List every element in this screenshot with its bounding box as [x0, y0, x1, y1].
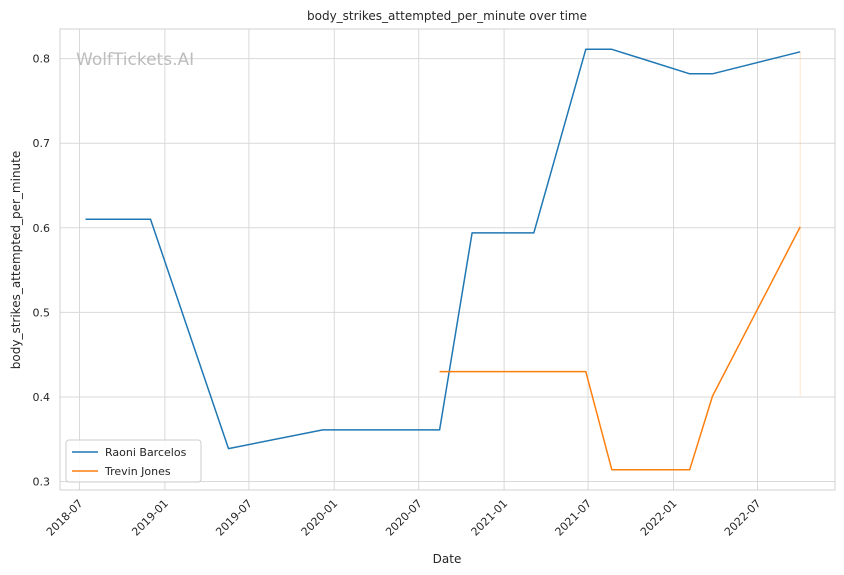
x-tick-label: 2019-01 — [129, 497, 171, 539]
y-tick-label: 0.7 — [33, 137, 51, 150]
y-tick-label: 0.8 — [33, 53, 51, 66]
x-tick-label: 2020-07 — [383, 497, 425, 539]
x-tick-label: 2021-01 — [469, 497, 511, 539]
y-tick-label: 0.5 — [33, 306, 51, 319]
legend-label: Trevin Jones — [104, 465, 171, 478]
y-tick-label: 0.3 — [33, 476, 51, 489]
chart-title: body_strikes_attempted_per_minute over t… — [307, 9, 587, 23]
grid-lines — [60, 29, 835, 490]
legend-label: Raoni Barcelos — [105, 446, 187, 459]
y-tick-label: 0.4 — [33, 391, 51, 404]
series-lines — [85, 48, 801, 471]
x-tick-label: 2021-07 — [553, 497, 595, 539]
y-axis-label: body_strikes_attempted_per_minute — [9, 151, 23, 369]
x-tick-label: 2022-01 — [638, 497, 680, 539]
x-axis-label: Date — [433, 552, 462, 566]
watermark-text: WolfTickets.AI — [76, 50, 194, 70]
series-line-1 — [85, 48, 801, 450]
legend-box — [65, 439, 202, 483]
x-tick-labels: 2018-07 2019-01 2019-07 2020-01 2020-07 2021-… — [44, 497, 764, 539]
x-tick-label: 2018-07 — [44, 497, 86, 539]
y-tick-label: 0.6 — [33, 222, 51, 235]
legend: Raoni Barcelos Trevin Jones — [65, 439, 202, 483]
x-tick-label: 2019-07 — [213, 497, 255, 539]
x-tick-label: 2022-07 — [722, 497, 764, 539]
plot-frame — [59, 28, 836, 491]
x-tick-label: 2020-01 — [299, 497, 341, 539]
series-line-2 — [439, 226, 801, 471]
y-tick-labels: 0.3 0.4 0.5 0.6 0.7 0.8 — [33, 53, 51, 489]
